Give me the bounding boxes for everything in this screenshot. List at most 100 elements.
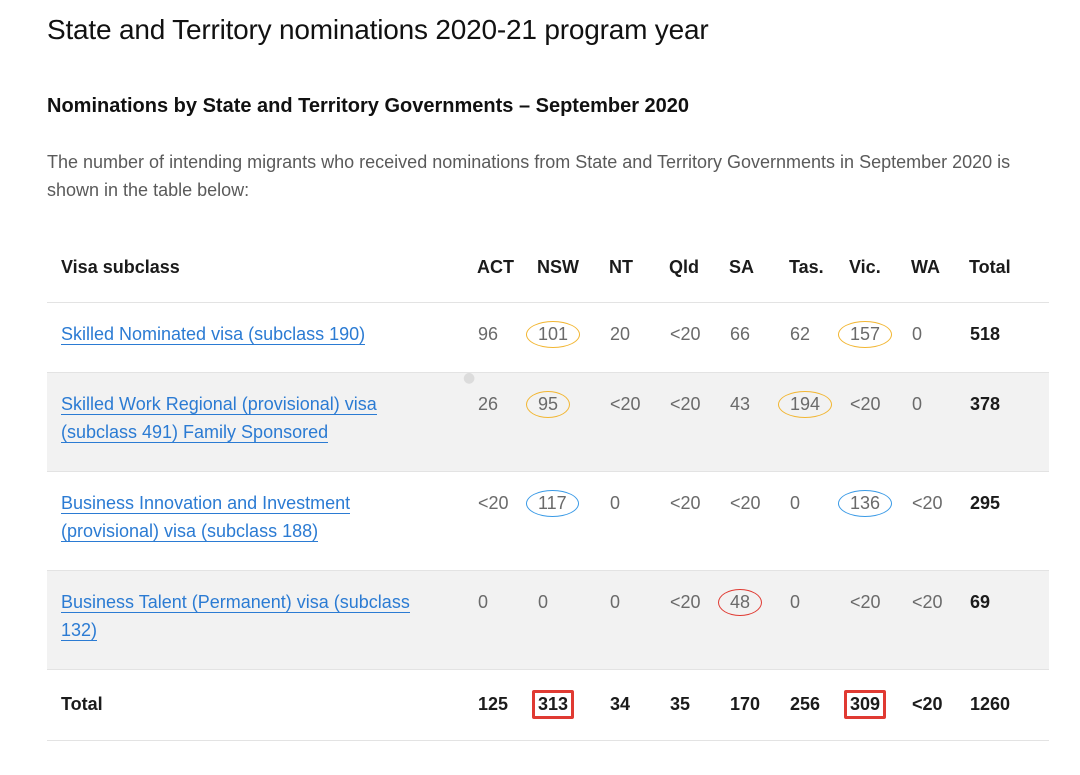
value-text: 0 [790,592,801,612]
table-row: Business Innovation and Investment (prov… [47,471,1049,571]
total-value-cell: 125 [477,669,537,741]
header-nt: NT [609,233,669,303]
header-act: ACT [477,233,537,303]
visa-subclass-cell: Business Innovation and Investment (prov… [47,471,477,571]
visa-subclass-link[interactable]: Business Talent (Permanent) visa (subcla… [61,592,410,641]
visa-subclass-link[interactable]: Skilled Nominated visa (subclass 190) [61,324,366,345]
value-text: 0 [610,592,621,612]
value-text: 117 [538,493,567,513]
value-wrap: 62 [790,324,810,345]
value-wrap: <20 [730,493,761,514]
value-wrap: 95 [526,391,571,418]
table-row: Skilled Nominated visa (subclass 190) 96 1… [47,302,1049,373]
value-cell: 101 [526,302,609,373]
visa-subclass-cell: Business Talent (Permanent) visa (subcla… [47,570,477,670]
value-text: 157 [850,324,881,344]
value-text: 20 [610,324,631,344]
value-wrap: <20 [478,493,509,514]
value-text: 0 [912,324,923,344]
value-text: 96 [478,324,499,344]
total-value-cell: 34 [609,669,669,741]
value-cell: 136 [838,471,911,571]
value-cell: 43 [729,372,789,472]
value-wrap: 0 [478,592,488,613]
header-visa-subclass: Visa subclass [47,233,477,303]
total-value-cell: 170 [729,669,789,741]
table-row: Skilled Work Regional (provisional) visa… [47,372,1049,472]
header-nsw: NSW [537,233,609,303]
value-cell: <20 [849,372,911,472]
total-label: Total [47,669,477,741]
header-row: Visa subclass ACT NSW NT Qld SA Tas. Vic… [47,233,1049,303]
value-wrap: 117 [526,490,579,517]
value-wrap: <20 [912,592,943,613]
value-wrap: <20 [670,394,701,415]
value-wrap: 48 [718,589,763,616]
value-wrap: 0 [538,592,548,613]
nominations-table: Visa subclass ACT NSW NT Qld SA Tas. Vic… [47,233,1049,741]
value-cell: 194 [778,372,849,472]
value-wrap: <20 [670,324,701,345]
total-row: Total 125 313 34 35 170 256 309 <20 1260 [47,669,1049,741]
value-cell: <20 [669,302,729,373]
value-wrap: 96 [478,324,498,345]
value-wrap: 170 [730,694,760,715]
value-text: <20 [912,493,943,513]
header-tas: Tas. [789,233,849,303]
header-qld: Qld [669,233,729,303]
value-wrap: <20 [912,694,943,715]
value-wrap: 136 [838,490,893,517]
value-wrap: 0 [610,592,620,613]
total-value-text: 170 [730,694,761,714]
value-wrap: 0 [610,493,620,514]
value-text: 0 [538,592,549,612]
value-cell: 0 [609,570,669,670]
value-text: <20 [610,394,641,414]
total-value-text: 35 [670,694,691,714]
value-wrap: 66 [730,324,750,345]
value-wrap: 125 [478,694,508,715]
total-value-cell: 35 [669,669,729,741]
value-cell: 96 [477,302,537,373]
value-cell: 0 [477,570,537,670]
value-text: 43 [730,394,751,414]
value-text: 101 [538,324,569,344]
value-cell: 26 [477,372,537,472]
header-total: Total [969,233,1049,303]
value-cell: 0 [609,471,669,571]
header-sa: SA [729,233,789,303]
watermark: ● [463,370,476,386]
row-total-cell: 518 [969,302,1049,373]
visa-subclass-link[interactable]: Business Innovation and Investment (prov… [61,493,351,542]
visa-subclass-cell: Skilled Work Regional (provisional) visa… [47,372,477,472]
value-text: <20 [730,493,761,513]
value-text: 26 [478,394,499,414]
value-wrap: 0 [912,324,922,345]
value-text: 0 [912,394,923,414]
visa-subclass-link[interactable]: Skilled Work Regional (provisional) visa… [61,394,377,443]
value-wrap: 43 [730,394,750,415]
value-wrap: 194 [778,391,833,418]
value-wrap: 0 [790,493,800,514]
total-value-cell: 256 [789,669,849,741]
value-cell: <20 [729,471,789,571]
value-wrap: 101 [526,321,581,348]
grand-total-cell: 1260 [969,669,1049,741]
value-wrap: <20 [670,493,701,514]
value-wrap: <20 [850,394,881,415]
value-text: <20 [850,394,881,414]
header-wa: WA [911,233,969,303]
value-cell: <20 [849,570,911,670]
total-value-cell: <20 [911,669,969,741]
value-cell: <20 [911,570,969,670]
value-text: <20 [670,493,701,513]
value-wrap: <20 [610,394,641,415]
value-cell: <20 [669,471,729,571]
total-value-cell: 313 [532,669,609,741]
row-total-cell: 69 [969,570,1049,670]
visa-subclass-cell: Skilled Nominated visa (subclass 190) [47,302,477,373]
value-wrap: <20 [912,493,943,514]
total-value-text: 313 [538,694,569,714]
value-wrap: 256 [790,694,820,715]
value-wrap: 157 [838,321,893,348]
